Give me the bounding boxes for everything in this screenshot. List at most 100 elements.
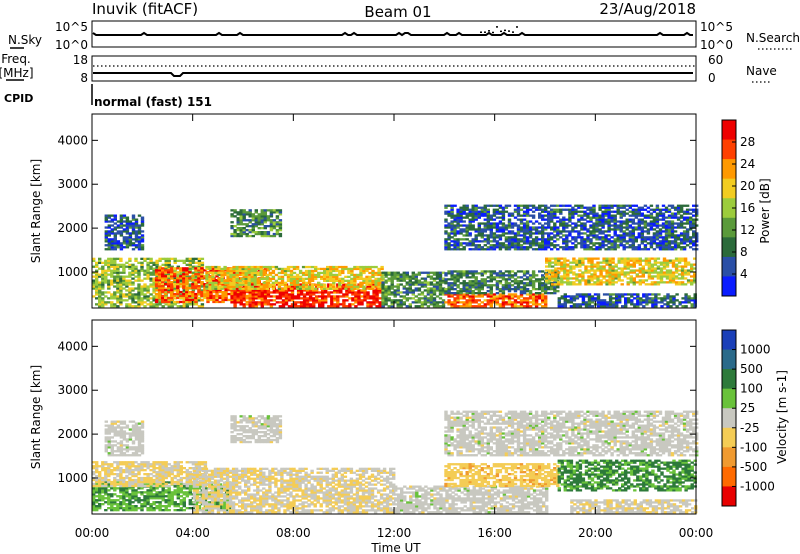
range-cell xyxy=(353,281,357,284)
range-cell xyxy=(613,248,617,251)
range-cell xyxy=(465,293,469,296)
range-cell xyxy=(194,296,198,300)
range-cell xyxy=(693,297,697,300)
range-cell xyxy=(396,287,400,290)
range-cell xyxy=(266,301,271,304)
range-cell xyxy=(200,257,205,260)
range-cell xyxy=(359,267,363,271)
range-cell xyxy=(516,224,521,227)
range-cell xyxy=(510,238,515,241)
range-cell xyxy=(414,305,418,308)
range-cell xyxy=(563,281,567,284)
range-cell xyxy=(504,284,509,287)
range-cell xyxy=(242,275,246,278)
range-cell xyxy=(553,214,557,217)
range-cell xyxy=(690,263,694,266)
range-cell xyxy=(208,287,212,290)
range-cell xyxy=(587,271,591,274)
range-cell xyxy=(489,292,493,295)
range-cell xyxy=(471,282,475,285)
range-cell xyxy=(292,277,297,280)
range-cell xyxy=(516,228,521,231)
range-cell xyxy=(242,291,246,294)
range-cell xyxy=(251,217,255,220)
range-cell xyxy=(182,271,186,274)
range-cell xyxy=(480,301,484,304)
range-cell xyxy=(625,218,629,221)
range-cell xyxy=(302,305,307,308)
range-cell xyxy=(393,285,397,288)
range-cell xyxy=(492,222,497,225)
range-cell xyxy=(565,238,569,241)
range-cell xyxy=(450,226,454,229)
range-cell xyxy=(610,228,614,231)
range-cell xyxy=(372,289,376,292)
range-cell xyxy=(357,301,361,304)
range-cell xyxy=(557,267,561,270)
range-cell xyxy=(480,284,484,287)
range-cell xyxy=(119,220,124,223)
range-cell xyxy=(326,275,330,278)
range-cell xyxy=(345,293,349,296)
range-cell xyxy=(277,287,282,290)
range-cell xyxy=(575,303,580,306)
range-cell xyxy=(590,283,594,286)
range-cell xyxy=(390,293,394,296)
range-cell xyxy=(280,277,285,280)
range-cell xyxy=(232,285,236,288)
range-cell xyxy=(538,293,542,296)
range-cell xyxy=(182,300,186,304)
range-cell xyxy=(259,273,263,277)
range-cell xyxy=(307,281,312,284)
range-cell xyxy=(170,288,174,292)
range-cell xyxy=(596,275,600,278)
range-cell xyxy=(680,271,685,274)
range-cell xyxy=(426,283,431,286)
range-cell xyxy=(157,279,162,282)
range-cell xyxy=(468,212,472,215)
range-cell xyxy=(368,267,372,271)
range-cell xyxy=(578,265,582,268)
range-cell xyxy=(191,273,196,276)
range-cell xyxy=(604,218,608,221)
range-cell xyxy=(368,271,372,275)
range-cell xyxy=(245,211,249,214)
range-cell xyxy=(92,295,96,298)
range-cell xyxy=(550,238,554,241)
range-cell xyxy=(541,228,545,231)
range-cell xyxy=(248,234,252,238)
range-cell xyxy=(644,271,649,274)
range-cell xyxy=(596,297,601,300)
range-cell xyxy=(656,283,661,286)
range-cell xyxy=(260,232,264,236)
range-cell xyxy=(459,272,463,275)
range-cell xyxy=(577,218,581,221)
range-cell xyxy=(251,297,255,300)
range-cell xyxy=(595,226,599,229)
range-cell xyxy=(254,303,258,306)
range-cell xyxy=(501,305,506,308)
range-cell xyxy=(595,218,599,221)
range-cell xyxy=(672,301,676,304)
range-cell xyxy=(296,305,301,308)
range-cell xyxy=(262,283,266,286)
range-cell xyxy=(269,215,274,218)
range-cell xyxy=(690,297,694,300)
range-cell xyxy=(653,261,658,264)
range-cell xyxy=(456,216,460,219)
range-cell xyxy=(489,236,493,239)
range-cell xyxy=(275,231,280,234)
range-cell xyxy=(230,213,234,216)
range-cell xyxy=(510,246,515,249)
range-cell xyxy=(489,278,493,281)
range-cell xyxy=(275,221,280,224)
range-cell xyxy=(227,288,231,292)
range-cell xyxy=(308,295,313,298)
range-cell xyxy=(146,263,150,266)
range-cell xyxy=(179,277,183,280)
range-cell xyxy=(104,281,108,284)
range-cell xyxy=(363,291,367,294)
range-cell xyxy=(242,305,246,308)
range-cell xyxy=(381,297,385,300)
range-cell xyxy=(307,275,312,278)
